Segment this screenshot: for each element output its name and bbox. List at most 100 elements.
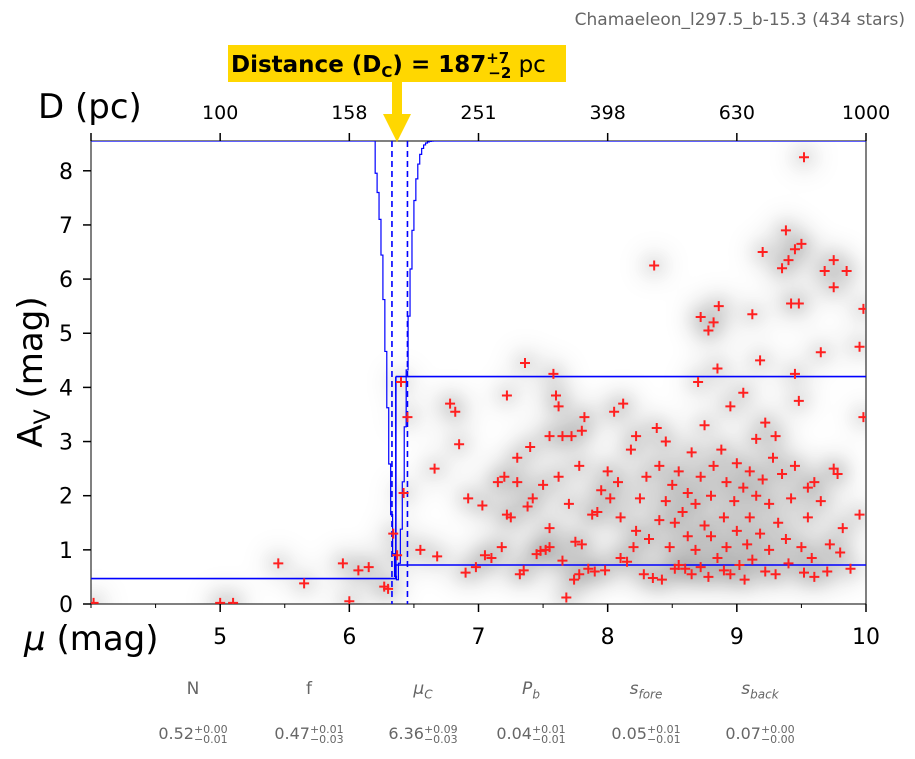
x-tick-label: 8 — [601, 625, 615, 650]
star-marker — [486, 552, 497, 563]
star-marker — [824, 539, 835, 550]
star-marker — [273, 558, 284, 569]
star-marker — [649, 260, 660, 271]
star-marker — [725, 569, 736, 580]
star-marker — [789, 244, 800, 255]
star-marker — [576, 425, 587, 436]
x-axis: 5 6 7 8 9 10 — [90, 604, 880, 650]
star-marker — [566, 431, 577, 442]
param-value: 6.36 +0.09 −0.03 — [388, 722, 458, 746]
y-tick-label: 1 — [59, 539, 73, 564]
star-marker — [680, 563, 691, 574]
x-axis-label: μ (mag) — [23, 619, 159, 659]
star-marker — [548, 368, 559, 379]
star-marker — [631, 525, 642, 536]
star-marker — [576, 539, 587, 550]
star-marker — [553, 471, 564, 482]
param-name: sfore — [629, 679, 663, 702]
y-tick-label: 7 — [59, 214, 73, 239]
star-marker — [742, 539, 753, 550]
param-name: N — [186, 679, 200, 699]
star-marker — [445, 398, 456, 409]
star-marker — [734, 560, 745, 571]
star-marker — [832, 469, 843, 480]
y-axis: 0 1 2 3 4 5 6 7 8 — [59, 160, 91, 618]
star-marker — [747, 309, 758, 320]
star-marker — [716, 444, 727, 455]
star-marker — [783, 558, 794, 569]
y-tick-label: 0 — [59, 593, 73, 618]
density-soft-layer — [91, 145, 866, 604]
star-marker — [654, 515, 665, 526]
y-tick-label: 2 — [59, 485, 73, 510]
star-marker — [544, 431, 555, 442]
star-marker — [673, 560, 684, 571]
param-column: μC 6.36 +0.09 −0.03 — [368, 672, 478, 745]
star-marker — [551, 390, 561, 401]
star-marker — [755, 528, 766, 539]
star-marker — [664, 542, 675, 553]
star-marker — [415, 544, 426, 555]
star-marker — [799, 567, 809, 578]
star-marker — [660, 496, 671, 507]
top-axis-label: D (pc) — [38, 87, 142, 127]
star-marker — [634, 493, 645, 504]
param-column: N 0.52 +0.00 −0.01 — [138, 672, 248, 745]
region-label: Chamaeleon_l297.5_b-15.3 (434 stars) — [575, 10, 905, 30]
star-marker — [544, 542, 555, 553]
star-marker — [525, 441, 536, 452]
star-marker — [695, 562, 706, 573]
star-marker — [622, 556, 633, 567]
star-marker — [91, 597, 99, 604]
star-marker — [695, 471, 706, 482]
model-lines — [91, 141, 866, 604]
star-marker — [383, 583, 394, 594]
star-marker — [806, 552, 817, 563]
star-marker — [470, 562, 481, 573]
star-marker — [760, 417, 771, 428]
star-marker — [520, 358, 530, 369]
star-marker — [651, 423, 662, 434]
star-marker — [477, 500, 488, 511]
star-marker — [570, 536, 581, 547]
star-marker — [644, 534, 654, 545]
star-marker — [501, 390, 512, 401]
distance-arrow-shaft — [392, 82, 402, 116]
star-marker — [703, 571, 714, 582]
star-marker — [544, 523, 555, 534]
star-marker — [344, 596, 355, 604]
star-marker — [835, 547, 846, 558]
star-marker — [712, 552, 723, 563]
star-marker — [815, 347, 826, 358]
star-marker — [592, 506, 603, 517]
star-marker — [337, 558, 348, 569]
star-marker — [682, 531, 693, 542]
star-marker — [729, 496, 740, 507]
star-marker — [682, 487, 693, 498]
top-tick-label: 100 — [202, 102, 238, 124]
star-marker — [708, 460, 719, 471]
star-marker — [721, 477, 732, 488]
param-column: sback 0.07 +0.00 −0.00 — [705, 672, 815, 745]
star-marker — [602, 466, 613, 477]
star-marker — [757, 247, 768, 258]
star-marker — [764, 544, 775, 555]
star-marker — [770, 431, 781, 442]
star-marker — [654, 460, 665, 471]
top-tick-label: 158 — [331, 102, 367, 124]
star-marker — [738, 482, 749, 493]
y-tick-label: 3 — [59, 431, 73, 456]
star-marker — [822, 566, 833, 577]
star-marker — [628, 542, 639, 553]
star-marker — [499, 471, 510, 482]
param-value: 0.52 +0.00 −0.01 — [158, 722, 228, 746]
star-marker — [553, 401, 564, 412]
star-marker — [605, 493, 616, 504]
star-marker — [760, 566, 771, 577]
star-marker — [673, 466, 684, 477]
distance-banner-text: Distance (DC) = 187+7 −2 pc — [231, 49, 546, 82]
density-sharp-layer — [91, 150, 866, 604]
star-marker — [706, 490, 716, 501]
param-value: 0.47 +0.01 −0.03 — [274, 722, 344, 746]
